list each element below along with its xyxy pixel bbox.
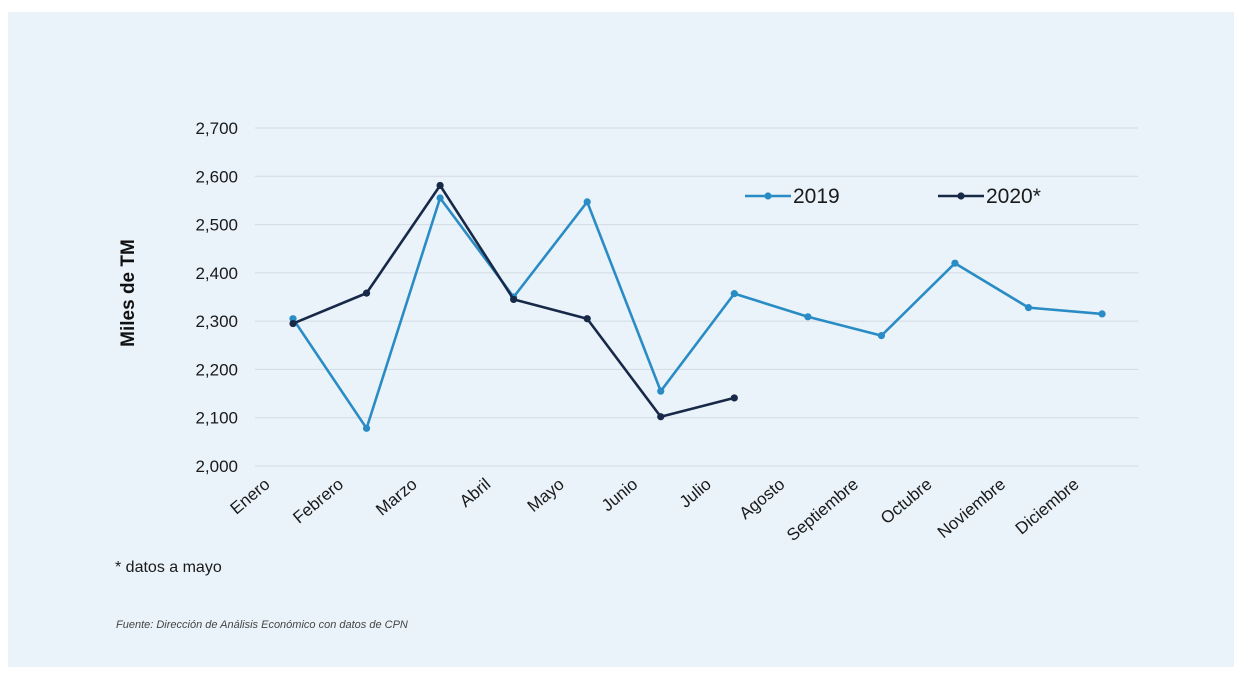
footnote: * datos a mayo <box>115 559 222 576</box>
legend-label: 2019 <box>793 185 840 208</box>
data-point <box>1024 304 1033 312</box>
data-point <box>951 259 959 267</box>
data-point <box>289 319 297 328</box>
x-tick-label: Marzo <box>372 475 420 520</box>
legend-marker <box>957 192 965 200</box>
x-tick-label: Julio <box>676 475 715 512</box>
x-tick-label: Octubre <box>877 475 936 528</box>
x-tick-label: Enero <box>227 475 274 519</box>
y-tick-label: 2,600 <box>195 167 238 186</box>
y-tick-label: 2,000 <box>195 457 238 476</box>
data-point <box>583 315 591 323</box>
series-lines <box>289 181 1106 432</box>
grid-lines <box>255 127 1138 467</box>
data-point <box>510 295 518 304</box>
legend: 2019 2020* <box>745 185 1041 208</box>
y-tick-label: 2,700 <box>195 119 238 138</box>
x-tick-label: Noviembre <box>934 475 1009 542</box>
data-point <box>1098 310 1106 318</box>
data-point <box>436 181 444 190</box>
y-tick-label: 2,500 <box>195 216 238 235</box>
y-tick-label: 2,400 <box>195 264 238 283</box>
x-tick-label: Septiembre <box>783 475 862 545</box>
data-point <box>657 413 665 421</box>
x-tick-label: Diciembre <box>1012 475 1083 539</box>
legend-label: 2020* <box>986 185 1041 208</box>
x-tick-label: Febrero <box>289 475 347 528</box>
x-tick-label: Agosto <box>736 475 789 524</box>
data-point <box>362 289 371 297</box>
y-tick-label: 2,300 <box>195 312 238 331</box>
data-point <box>362 424 371 432</box>
data-point <box>804 313 812 321</box>
legend-marker <box>764 192 772 200</box>
y-tick-label: 2,200 <box>195 360 238 379</box>
data-point <box>657 387 665 395</box>
data-point <box>583 198 591 206</box>
data-point <box>436 194 444 202</box>
y-axis-label: Miles de TM <box>118 239 139 347</box>
x-axis-ticks: Enero Febrero Marzo Abril Mayo Junio Julio Agos… <box>227 475 1083 545</box>
y-tick-label: 2,100 <box>195 409 238 428</box>
data-point <box>877 332 886 340</box>
x-tick-label: Abril <box>456 475 494 511</box>
data-point <box>730 394 738 402</box>
x-tick-label: Mayo <box>524 475 568 516</box>
x-tick-label: Junio <box>598 475 641 516</box>
series-line-0 <box>291 196 1103 430</box>
y-axis-ticks: 2,000 2,100 2,200 2,300 2,400 2,500 2,600 2,700 <box>195 119 238 476</box>
source-note: Fuente: Dirección de Análisis Económico … <box>116 619 408 631</box>
data-point <box>730 290 738 298</box>
chart-panel <box>8 12 1234 667</box>
